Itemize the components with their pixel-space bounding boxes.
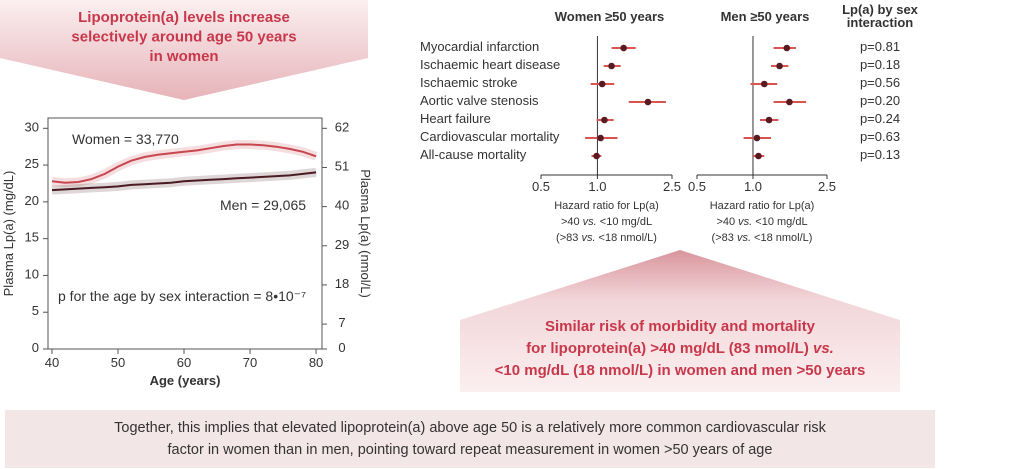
x-tick-label: 40	[45, 355, 59, 370]
y2-tick-label: 0	[338, 340, 345, 355]
series-line	[51, 143, 317, 184]
callout-text: <10 mg/dL (18 nmol/L) in women and men >…	[495, 362, 866, 379]
y2-tick-label: 7	[338, 316, 345, 331]
y-tick-label: 0	[32, 340, 39, 355]
panel-title: Women ≥50 years	[555, 9, 665, 24]
y-tick-label: 20	[25, 193, 39, 208]
point-estimate	[620, 44, 627, 52]
point-estimate	[753, 134, 761, 142]
x-axis-label: >40 vs. <10 mg/dL	[561, 216, 652, 228]
point-estimate	[755, 152, 762, 160]
y2-tick-label: 18	[335, 276, 349, 291]
plot-frame	[47, 117, 323, 350]
footer-text: factor in women than in men, pointing to…	[168, 442, 773, 458]
point-estimate	[776, 62, 783, 70]
x-tick-label: 50	[111, 355, 125, 370]
point-estimate	[601, 116, 608, 124]
interaction-title: interaction	[847, 15, 914, 30]
x-axis-label: (>83 vs. <18 nmol/L)	[556, 232, 657, 244]
x-tick-label: 2.5	[818, 179, 836, 194]
point-estimate	[760, 80, 768, 88]
y-axis-label: Plasma Lp(a) (mg/dL)	[1, 171, 16, 297]
y2-tick-label: 62	[335, 120, 349, 135]
interaction-p: p=0.63	[860, 129, 900, 144]
callout-shape	[0, 0, 368, 100]
callout-text: selectively around age 50 years	[71, 28, 296, 45]
x-tick-label: 2.5	[663, 179, 681, 194]
point-estimate	[783, 44, 791, 52]
point-estimate	[593, 152, 600, 160]
y2-axis-label: Plasma Lp(a) (nmol/L)	[358, 169, 373, 298]
x-tick-label: 0.5	[532, 179, 550, 194]
x-tick-label: 0.5	[688, 179, 706, 194]
series-label: Men = 29,065	[220, 197, 306, 213]
interaction-p: p=0.13	[860, 147, 900, 162]
y-tick-label: 30	[25, 120, 39, 135]
interaction-p: p=0.24	[860, 111, 900, 126]
annotation: p for the age by sex interaction = 8•10⁻…	[58, 288, 306, 304]
x-tick-label: 1.0	[744, 179, 762, 194]
y2-tick-label: 51	[335, 159, 349, 174]
x-tick-label: 60	[177, 355, 191, 370]
category-label: Aortic valve stenosis	[420, 93, 539, 108]
category-label: Ischaemic stroke	[420, 75, 518, 90]
x-tick-label: 70	[243, 355, 257, 370]
footer-box	[5, 410, 935, 468]
interaction-p: p=0.20	[860, 93, 900, 108]
interaction-p: p=0.81	[860, 39, 900, 54]
category-label: Ischaemic heart disease	[420, 57, 560, 72]
series-label: Women = 33,770	[72, 131, 179, 147]
point-estimate	[597, 134, 604, 142]
y2-tick-label: 29	[335, 237, 349, 252]
category-label: Myocardial infarction	[420, 39, 539, 54]
point-estimate	[786, 98, 793, 106]
interaction-p: p=0.18	[860, 57, 900, 72]
y-tick-label: 25	[25, 157, 39, 172]
x-axis-label: Hazard ratio for Lp(a)	[554, 200, 659, 212]
interaction-p: p=0.56	[860, 75, 900, 90]
series-line	[51, 171, 317, 192]
callout-shape	[460, 250, 900, 392]
callout-text: in women	[149, 48, 218, 65]
point-estimate	[644, 98, 652, 106]
x-tick-label: 80	[309, 355, 323, 370]
x-axis-label: (>83 vs. <18 nmol/L)	[712, 232, 813, 244]
category-label: Cardiovascular mortality	[420, 129, 560, 144]
y-tick-label: 15	[25, 230, 39, 245]
point-estimate	[765, 116, 773, 124]
callout-text: for lipoprotein(a) >40 mg/dL (83 nmol/L)…	[526, 340, 834, 357]
x-tick-label: 1.0	[588, 179, 606, 194]
point-estimate	[598, 80, 606, 88]
panel-title: Men ≥50 years	[721, 9, 810, 24]
x-axis-label: Hazard ratio for Lp(a)	[710, 200, 815, 212]
point-estimate	[608, 62, 615, 70]
y-tick-label: 5	[32, 304, 39, 319]
x-axis-label: >40 vs. <10 mg/dL	[716, 216, 807, 228]
y-tick-label: 10	[25, 267, 39, 282]
category-label: All-cause mortality	[420, 147, 527, 162]
x-axis-label: Age (years)	[150, 373, 221, 388]
callout-text: Lipoprotein(a) levels increase	[78, 9, 290, 26]
y2-tick-label: 40	[335, 198, 349, 213]
interaction-title: Lp(a) by sex	[842, 2, 919, 17]
footer-text: Together, this implies that elevated lip…	[114, 420, 826, 436]
callout-text: Similar risk of morbidity and mortality	[545, 318, 816, 335]
category-label: Heart failure	[420, 111, 491, 126]
